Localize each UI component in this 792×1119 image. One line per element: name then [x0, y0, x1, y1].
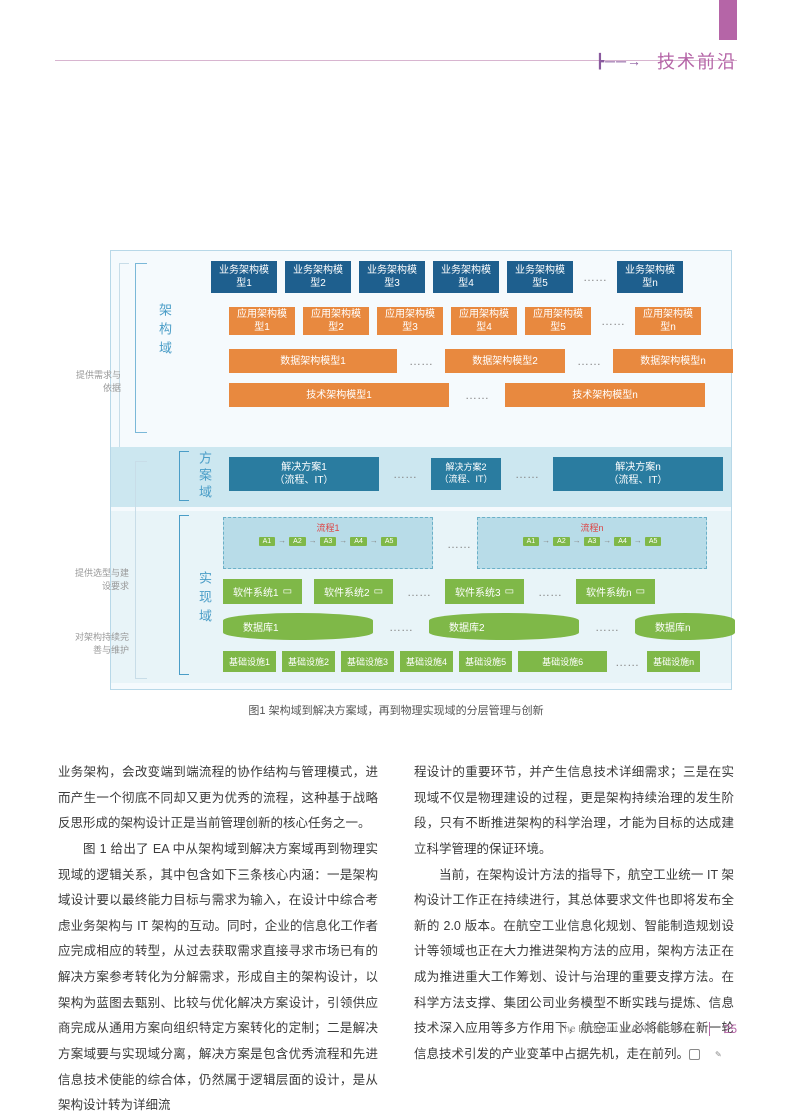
- flow-n: 流程n A1 → A2 → A3 → A4 → A5: [477, 517, 707, 569]
- db-cyl: 数据库n: [635, 613, 735, 640]
- ellipsis: ……: [599, 314, 627, 328]
- impl-domain-label: 实现域: [195, 571, 214, 628]
- figure-1: 架构域 业务架构模型1 业务架构模型2 业务架构模型3 业务架构模型4 业务架构…: [110, 250, 732, 690]
- flow-node: A3: [320, 537, 337, 546]
- sol-box: 解决方案1（流程、IT）: [229, 457, 379, 491]
- header-title: 技术前沿: [657, 48, 737, 74]
- flow-1: 流程1 A1 → A2 → A3 → A4 → A5: [223, 517, 433, 569]
- side-note-2: 提供选型与建设要求: [69, 567, 129, 592]
- ellipsis: ……: [391, 467, 419, 481]
- infra-box: 基础设施3: [341, 651, 394, 672]
- infra-box: 基础设施2: [282, 651, 335, 672]
- sol-box: 解决方案2（流程、IT）: [431, 458, 501, 489]
- data-box: 数据架构模型n: [613, 349, 733, 373]
- ellipsis: ……: [463, 388, 491, 402]
- sw-box: 软件系统2▭: [314, 579, 393, 604]
- app-box: 应用架构模型1: [229, 307, 295, 335]
- infra-box: 基础设施5: [459, 651, 512, 672]
- infra-row: 基础设施1 基础设施2 基础设施3 基础设施4 基础设施5 基础设施6 …… 基…: [223, 651, 700, 672]
- tech-box: 技术架构模型1: [229, 383, 449, 407]
- biz-box: 业务架构模型3: [359, 261, 425, 293]
- ellipsis: ……: [575, 354, 603, 368]
- paragraph: 当前，在架构设计方法的指导下，航空工业统一 IT 架构设计工作正在持续进行，其总…: [414, 863, 734, 1068]
- tech-row: 技术架构模型1 …… 技术架构模型n: [229, 383, 705, 407]
- architecture-domain: 架构域 业务架构模型1 业务架构模型2 业务架构模型3 业务架构模型4 业务架构…: [111, 259, 731, 443]
- sol-domain-label: 方案域: [195, 451, 214, 502]
- db-cyl: 数据库2: [429, 613, 579, 640]
- sol-box: 解决方案n（流程、IT）: [553, 457, 723, 491]
- column-right: 程设计的重要环节，并产生信息技术详细需求；三是在实现域不仅是物理建设的过程，更是…: [414, 760, 734, 1119]
- sol-row: 解决方案1（流程、IT） …… 解决方案2（流程、IT） …… 解决方案n（流程…: [229, 457, 723, 491]
- sw-row: 软件系统1▭ 软件系统2▭ …… 软件系统3▭ …… 软件系统n▭: [223, 579, 655, 604]
- flow-node: A4: [614, 537, 631, 546]
- side-note-1: 提供需求与依据: [69, 369, 121, 394]
- flow-node: A1: [523, 537, 540, 546]
- ellipsis: ……: [405, 585, 433, 599]
- flow-node: A4: [350, 537, 367, 546]
- header-marker: ┣──→: [596, 53, 642, 70]
- data-box: 数据架构模型1: [229, 349, 397, 373]
- top-accent: [719, 0, 737, 40]
- ellipsis: ……: [445, 537, 473, 551]
- ellipsis: ……: [581, 270, 609, 284]
- tech-box: 技术架构模型n: [505, 383, 705, 407]
- app-row: 应用架构模型1 应用架构模型2 应用架构模型3 应用架构模型4 应用架构模型5 …: [229, 307, 701, 335]
- ellipsis: ……: [536, 585, 564, 599]
- bracket-impl: [179, 515, 189, 675]
- ellipsis: ……: [407, 354, 435, 368]
- infra-box: 基础设施6: [518, 651, 607, 672]
- flow-node: A3: [584, 537, 601, 546]
- footer-divider: [709, 1022, 710, 1036]
- implementation-domain: 实现域 提供选型与建设要求 对架构持续完善与维护 流程1 A1 → A2 → A…: [111, 511, 731, 683]
- app-box: 应用架构模型n: [635, 307, 701, 335]
- paragraph: 业务架构，会改变端到端流程的协作结构与管理模式，进而产生一个彻底不同却又更为优秀…: [58, 760, 378, 837]
- infra-box: 基础设施4: [400, 651, 453, 672]
- ellipsis: ……: [387, 620, 415, 634]
- flow-node: A1: [259, 537, 276, 546]
- body-text: 业务架构，会改变端到端流程的协作结构与管理模式，进而产生一个彻底不同却又更为优秀…: [58, 760, 734, 1119]
- paragraph: 程设计的重要环节，并产生信息技术详细需求；三是在实现域不仅是物理建设的过程，更是…: [414, 760, 734, 863]
- biz-box: 业务架构模型5: [507, 261, 573, 293]
- app-box: 应用架构模型3: [377, 307, 443, 335]
- biz-box: 业务架构模型4: [433, 261, 499, 293]
- arch-domain-label: 架构域: [155, 303, 174, 360]
- figure-caption: 图1 架构域到解决方案域，再到物理实现域的分层管理与创新: [0, 702, 792, 718]
- app-box: 应用架构模型4: [451, 307, 517, 335]
- flow-node: A5: [381, 537, 398, 546]
- ellipsis: ……: [513, 467, 541, 481]
- biz-box: 业务架构模型1: [211, 261, 277, 293]
- biz-box: 业务架构模型2: [285, 261, 351, 293]
- sw-box: 软件系统3▭: [445, 579, 524, 604]
- end-mark-icon: ✎: [689, 1049, 700, 1060]
- data-row: 数据架构模型1 …… 数据架构模型2 …… 数据架构模型n: [229, 349, 733, 373]
- bracket-arch: [135, 263, 147, 433]
- flow-node: A5: [645, 537, 662, 546]
- ellipsis: ……: [613, 655, 641, 669]
- footer-text: The Footprint of AVIC DIGITAL: [558, 1024, 694, 1035]
- app-box: 应用架构模型5: [525, 307, 591, 335]
- column-left: 业务架构，会改变端到端流程的协作结构与管理模式，进而产生一个彻底不同却又更为优秀…: [58, 760, 378, 1119]
- side-note-3: 对架构持续完善与维护: [69, 631, 129, 656]
- flow-node: A2: [289, 537, 306, 546]
- bracket-sol: [179, 451, 189, 501]
- bracket-outer-2: [135, 461, 147, 679]
- sw-box: 软件系统n▭: [576, 579, 655, 604]
- ellipsis: ……: [593, 620, 621, 634]
- app-box: 应用架构模型2: [303, 307, 369, 335]
- data-box: 数据架构模型2: [445, 349, 565, 373]
- biz-row: 业务架构模型1 业务架构模型2 业务架构模型3 业务架构模型4 业务架构模型5 …: [211, 261, 683, 293]
- db-row: 数据库1 …… 数据库2 …… 数据库n: [223, 613, 735, 640]
- flow-node: A2: [553, 537, 570, 546]
- footer: The Footprint of AVIC DIGITAL 25: [558, 1022, 737, 1036]
- infra-box: 基础设施n: [647, 651, 700, 672]
- solution-domain: 方案域 解决方案1（流程、IT） …… 解决方案2（流程、IT） …… 解决方案…: [111, 447, 731, 507]
- biz-box: 业务架构模型n: [617, 261, 683, 293]
- db-cyl: 数据库1: [223, 613, 373, 640]
- page-number: 25: [724, 1022, 737, 1036]
- paragraph: 图 1 给出了 EA 中从架构域到解决方案域再到物理实现域的逻辑关系，其中包含如…: [58, 837, 378, 1119]
- sw-box: 软件系统1▭: [223, 579, 302, 604]
- infra-box: 基础设施1: [223, 651, 276, 672]
